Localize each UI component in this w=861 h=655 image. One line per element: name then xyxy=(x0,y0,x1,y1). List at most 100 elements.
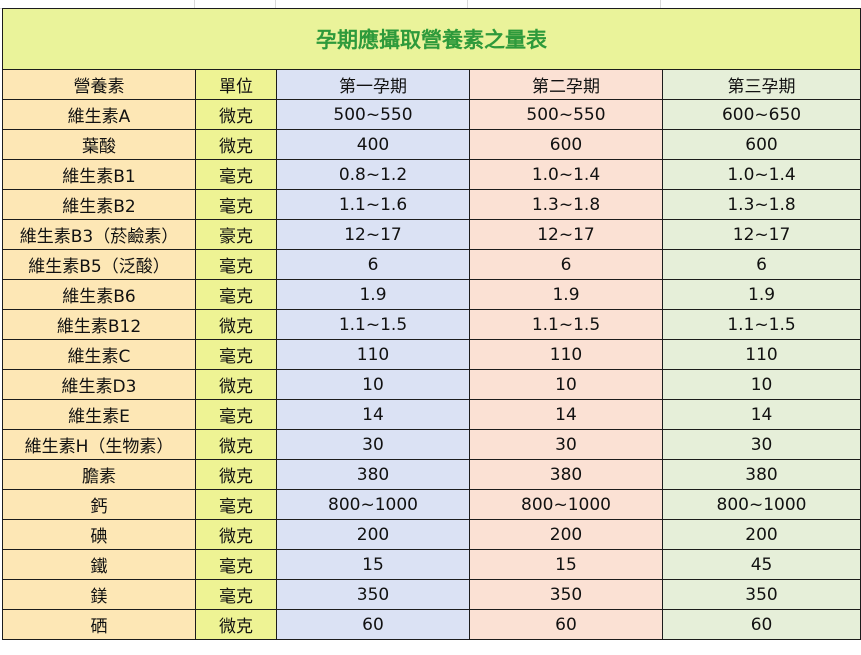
second-trimester-cell[interactable]: 1.9 xyxy=(469,279,663,310)
second-trimester-cell[interactable]: 110 xyxy=(469,339,663,370)
nutrient-cell[interactable]: 維生素B1 xyxy=(2,159,196,190)
unit-cell[interactable]: 微克 xyxy=(195,309,277,340)
second-trimester-cell[interactable]: 6 xyxy=(469,249,663,280)
first-trimester-cell[interactable]: 380 xyxy=(276,459,470,490)
first-trimester-cell[interactable]: 12~17 xyxy=(276,219,470,250)
unit-cell[interactable]: 毫克 xyxy=(195,339,277,370)
first-trimester-cell[interactable]: 110 xyxy=(276,339,470,370)
gridline xyxy=(194,0,195,9)
third-trimester-cell[interactable]: 350 xyxy=(661,579,861,610)
third-trimester-cell[interactable]: 110 xyxy=(661,339,861,370)
first-trimester-cell[interactable]: 1.9 xyxy=(276,279,470,310)
unit-cell[interactable]: 毫克 xyxy=(195,159,277,190)
second-trimester-cell[interactable]: 12~17 xyxy=(469,219,663,250)
table-row: 維生素D3 微克 10 10 10 xyxy=(2,369,861,400)
first-trimester-cell[interactable]: 200 xyxy=(276,519,470,550)
unit-cell[interactable]: 微克 xyxy=(195,369,277,400)
unit-cell[interactable]: 毫克 xyxy=(195,279,277,310)
nutrient-cell[interactable]: 維生素H（生物素） xyxy=(2,429,196,460)
header-nutrient[interactable]: 營養素 xyxy=(2,69,196,100)
nutrient-cell[interactable]: 膽素 xyxy=(2,459,196,490)
unit-cell[interactable]: 毫克 xyxy=(195,189,277,220)
third-trimester-cell[interactable]: 200 xyxy=(661,519,861,550)
first-trimester-cell[interactable]: 800~1000 xyxy=(276,489,470,520)
nutrient-cell[interactable]: 維生素B12 xyxy=(2,309,196,340)
first-trimester-cell[interactable]: 500~550 xyxy=(276,99,470,130)
first-trimester-cell[interactable]: 400 xyxy=(276,129,470,160)
second-trimester-cell[interactable]: 30 xyxy=(469,429,663,460)
first-trimester-cell[interactable]: 10 xyxy=(276,369,470,400)
second-trimester-cell[interactable]: 10 xyxy=(469,369,663,400)
second-trimester-cell[interactable]: 350 xyxy=(469,579,663,610)
first-trimester-cell[interactable]: 6 xyxy=(276,249,470,280)
second-trimester-cell[interactable]: 14 xyxy=(469,399,663,430)
third-trimester-cell[interactable]: 600 xyxy=(661,129,861,160)
header-second-trimester[interactable]: 第二孕期 xyxy=(469,69,663,100)
second-trimester-cell[interactable]: 15 xyxy=(469,549,663,580)
nutrient-cell[interactable]: 葉酸 xyxy=(2,129,196,160)
unit-cell[interactable]: 微克 xyxy=(195,519,277,550)
first-trimester-cell[interactable]: 1.1~1.6 xyxy=(276,189,470,220)
unit-cell[interactable]: 微克 xyxy=(195,129,277,160)
nutrient-cell[interactable]: 鐵 xyxy=(2,549,196,580)
third-trimester-cell[interactable]: 380 xyxy=(661,459,861,490)
first-trimester-cell[interactable]: 350 xyxy=(276,579,470,610)
third-trimester-cell[interactable]: 1.3~1.8 xyxy=(661,189,861,220)
second-trimester-cell[interactable]: 380 xyxy=(469,459,663,490)
nutrient-cell[interactable]: 維生素D3 xyxy=(2,369,196,400)
nutrient-cell[interactable]: 硒 xyxy=(2,609,196,640)
table-title[interactable]: 孕期應攝取營養素之量表 xyxy=(1,8,861,70)
unit-cell[interactable]: 微克 xyxy=(195,99,277,130)
nutrient-cell[interactable]: 碘 xyxy=(2,519,196,550)
third-trimester-cell[interactable]: 14 xyxy=(661,399,861,430)
gridline xyxy=(275,0,276,9)
first-trimester-cell[interactable]: 15 xyxy=(276,549,470,580)
first-trimester-cell[interactable]: 14 xyxy=(276,399,470,430)
third-trimester-cell[interactable]: 600~650 xyxy=(661,99,861,130)
nutrient-cell[interactable]: 鈣 xyxy=(2,489,196,520)
table-row: 維生素C 毫克 110 110 110 xyxy=(2,339,861,370)
unit-cell[interactable]: 毫克 xyxy=(195,249,277,280)
nutrient-cell[interactable]: 維生素B2 xyxy=(2,189,196,220)
first-trimester-cell[interactable]: 0.8~1.2 xyxy=(276,159,470,190)
unit-cell[interactable]: 毫克 xyxy=(195,549,277,580)
unit-cell[interactable]: 豪克 xyxy=(195,219,277,250)
third-trimester-cell[interactable]: 12~17 xyxy=(661,219,861,250)
nutrient-cell[interactable]: 維生素B3（菸鹼素） xyxy=(2,219,196,250)
second-trimester-cell[interactable]: 500~550 xyxy=(469,99,663,130)
third-trimester-cell[interactable]: 1.9 xyxy=(661,279,861,310)
nutrient-cell[interactable]: 維生素B6 xyxy=(2,279,196,310)
nutrient-cell[interactable]: 維生素C xyxy=(2,339,196,370)
unit-cell[interactable]: 微克 xyxy=(195,609,277,640)
third-trimester-cell[interactable]: 10 xyxy=(661,369,861,400)
third-trimester-cell[interactable]: 800~1000 xyxy=(661,489,861,520)
third-trimester-cell[interactable]: 30 xyxy=(661,429,861,460)
second-trimester-cell[interactable]: 600 xyxy=(469,129,663,160)
header-third-trimester[interactable]: 第三孕期 xyxy=(661,69,861,100)
header-unit[interactable]: 單位 xyxy=(195,69,277,100)
unit-cell[interactable]: 毫克 xyxy=(195,399,277,430)
unit-cell[interactable]: 毫克 xyxy=(195,579,277,610)
second-trimester-cell[interactable]: 200 xyxy=(469,519,663,550)
first-trimester-cell[interactable]: 30 xyxy=(276,429,470,460)
unit-cell[interactable]: 微克 xyxy=(195,459,277,490)
second-trimester-cell[interactable]: 1.0~1.4 xyxy=(469,159,663,190)
unit-cell[interactable]: 毫克 xyxy=(195,489,277,520)
third-trimester-cell[interactable]: 1.1~1.5 xyxy=(661,309,861,340)
nutrient-cell[interactable]: 維生素B5（泛酸） xyxy=(2,249,196,280)
first-trimester-cell[interactable]: 1.1~1.5 xyxy=(276,309,470,340)
third-trimester-cell[interactable]: 1.0~1.4 xyxy=(661,159,861,190)
nutrient-cell[interactable]: 維生素A xyxy=(2,99,196,130)
second-trimester-cell[interactable]: 1.1~1.5 xyxy=(469,309,663,340)
nutrient-cell[interactable]: 鎂 xyxy=(2,579,196,610)
third-trimester-cell[interactable]: 60 xyxy=(661,609,861,640)
unit-cell[interactable]: 微克 xyxy=(195,429,277,460)
second-trimester-cell[interactable]: 60 xyxy=(469,609,663,640)
header-first-trimester[interactable]: 第一孕期 xyxy=(276,69,470,100)
second-trimester-cell[interactable]: 1.3~1.8 xyxy=(469,189,663,220)
second-trimester-cell[interactable]: 800~1000 xyxy=(469,489,663,520)
third-trimester-cell[interactable]: 6 xyxy=(661,249,861,280)
third-trimester-cell[interactable]: 45 xyxy=(661,549,861,580)
first-trimester-cell[interactable]: 60 xyxy=(276,609,470,640)
nutrient-cell[interactable]: 維生素E xyxy=(2,399,196,430)
